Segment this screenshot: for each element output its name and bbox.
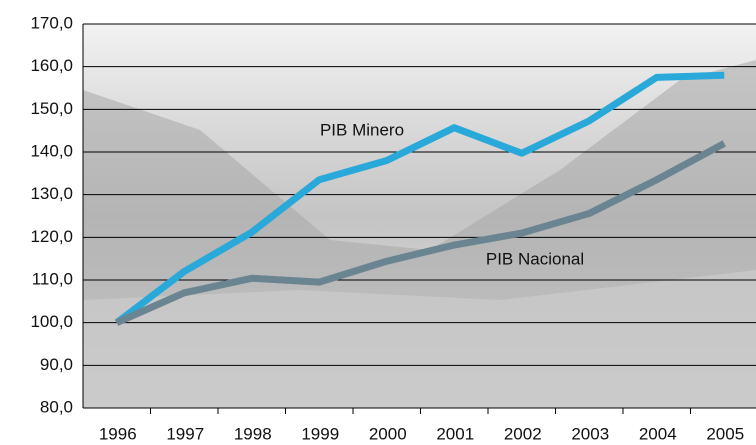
x-tick-label: 2004 [639,424,677,443]
x-tick-label: 2003 [571,424,609,443]
x-tick-label: 2002 [504,424,542,443]
y-tick-label: 100,0 [30,312,73,331]
series-label: PIB Nacional [486,249,584,268]
y-tick-label: 170,0 [30,13,73,32]
y-tick-label: 160,0 [30,56,73,75]
y-tick-label: 140,0 [30,141,73,160]
x-tick-label: 1996 [99,424,137,443]
x-tick-label: 1999 [301,424,339,443]
y-tick-label: 130,0 [30,184,73,203]
y-tick-label: 150,0 [30,99,73,118]
x-tick-label: 2001 [436,424,474,443]
x-tick-label: 1997 [166,424,204,443]
x-tick-label: 1998 [234,424,272,443]
y-tick-label: 80,0 [40,397,73,416]
chart: 80,0 90,0 100,0 110,0 120,0 130,0 140,0 150,0 16… [0,0,756,445]
y-tick-label: 90,0 [40,355,73,374]
series-label: PIB Minero [320,120,404,139]
x-tick-label: 2000 [369,424,407,443]
y-tick-label: 110,0 [32,269,73,288]
y-tick-label: 120,0 [30,227,73,246]
x-tick-label: 2005 [706,424,744,443]
